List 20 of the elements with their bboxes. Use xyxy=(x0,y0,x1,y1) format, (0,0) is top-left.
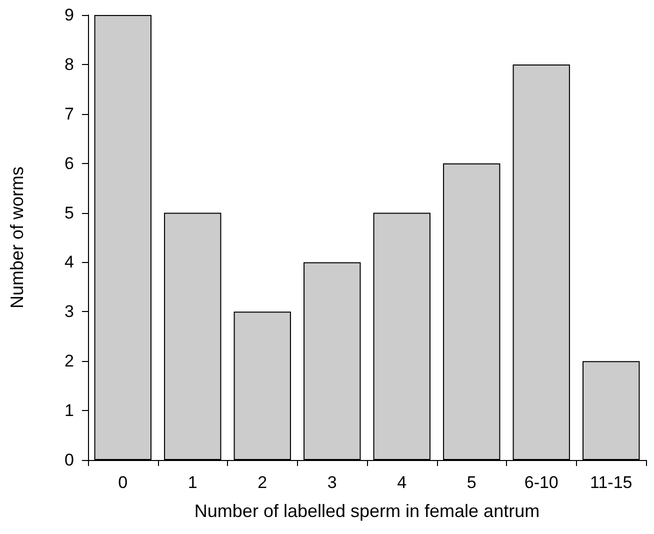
y-tick-label: 4 xyxy=(64,252,74,272)
y-tick-label: 2 xyxy=(64,352,74,371)
x-tick-label: 4 xyxy=(397,473,407,492)
y-tick-label: 5 xyxy=(64,203,74,222)
y-tick-label: 3 xyxy=(64,302,74,322)
x-axis-title: Number of labelled sperm in female antrum xyxy=(194,501,540,521)
x-tick-label: 11-15 xyxy=(590,473,632,492)
y-axis-title: Number of worms xyxy=(7,166,27,309)
y-tick-label: 6 xyxy=(64,154,74,173)
y-tick-label: 7 xyxy=(64,104,74,124)
x-tick-label: 3 xyxy=(327,473,337,492)
x-tick-label: 5 xyxy=(466,473,476,492)
y-tick-label: 9 xyxy=(64,6,74,24)
x-tick-label: 0 xyxy=(118,473,128,492)
x-tick-label: 2 xyxy=(258,473,268,492)
y-tick-label: 8 xyxy=(64,54,74,74)
y-tick-label: 0 xyxy=(64,450,74,470)
y-tick-label: 1 xyxy=(64,401,74,420)
x-tick-label: 1 xyxy=(188,473,198,492)
x-tick-label: 6-10 xyxy=(524,473,558,492)
